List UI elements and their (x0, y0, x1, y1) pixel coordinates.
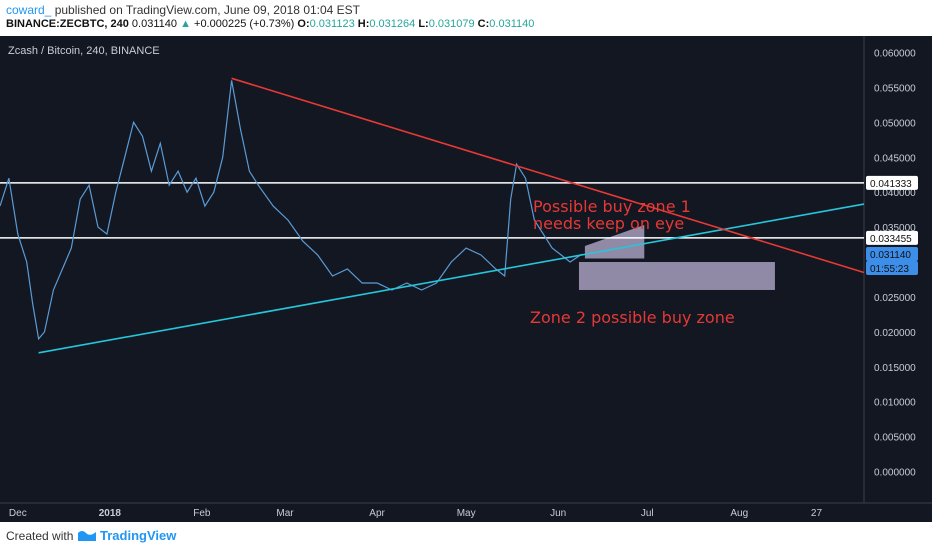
y-tick-label: 0.015000 (874, 363, 916, 374)
open-value: 0.031123 (309, 18, 355, 30)
y-tick-label: 0.025000 (874, 293, 916, 304)
annotation-text: Zone 2 possible buy zone (530, 308, 735, 327)
created-with-text: Created with (6, 529, 74, 543)
y-tick-label: 0.010000 (874, 398, 916, 409)
support-trendline (38, 203, 865, 354)
symbol-label: BINANCE:ZECBTC, 240 (6, 18, 129, 30)
open-label: O: (297, 18, 310, 30)
y-tick-label: 0.000000 (874, 468, 916, 479)
price-series-line (0, 80, 583, 341)
x-tick-label: Feb (193, 508, 211, 519)
x-tick-label: Jun (550, 508, 566, 519)
annotation-text: Possible buy zone 1 (533, 197, 691, 216)
x-tick-label: May (457, 508, 476, 519)
close-value: 0.031140 (489, 18, 535, 30)
author-link[interactable]: coward_ (6, 3, 52, 17)
countdown-label-bg (866, 261, 918, 276)
price-change: +0.000225 (+0.73%) (194, 18, 295, 30)
footer: Created with TradingView (0, 522, 932, 550)
x-tick-label: Aug (730, 508, 748, 519)
price-axis-label: 0.033455 (870, 234, 912, 245)
price-axis-label-bg (866, 247, 918, 262)
last-price: 0.031140 (131, 18, 177, 30)
tradingview-logo[interactable]: TradingView (78, 528, 176, 543)
high-label: H: (357, 18, 370, 30)
resistance-trendline (231, 77, 865, 274)
countdown-label: 01:55:23 (870, 264, 909, 275)
ohlc-line: BINANCE:ZECBTC, 240 0.031140 ▲ +0.000225… (6, 18, 534, 30)
buy-zone-2 (578, 262, 775, 290)
up-arrow-icon: ▲ (180, 18, 191, 30)
chart-area[interactable]: 0.060000 0.055000 0.050000 0.045000 0.040000… (0, 36, 932, 522)
low-label: L: (418, 18, 429, 30)
x-tick-label: Apr (369, 508, 385, 519)
x-tick-label: Dec (9, 508, 27, 519)
x-tick-label: 27 (811, 508, 823, 519)
y-tick-label: 0.045000 (874, 153, 916, 164)
x-tick-label: 2018 (99, 508, 122, 519)
y-tick-label: 0.040000 (874, 188, 916, 199)
low-value: 0.031079 (428, 18, 475, 30)
close-label: C: (477, 18, 490, 30)
y-tick-label: 0.060000 (874, 48, 916, 59)
x-tick-label: Mar (276, 508, 294, 519)
chart-background (0, 36, 932, 522)
high-value: 0.031264 (369, 18, 416, 30)
tradingview-icon (78, 531, 96, 541)
tradingview-brand: TradingView (100, 528, 177, 543)
y-tick-label: 0.055000 (874, 83, 916, 94)
x-tick-label: Jul (641, 508, 654, 519)
y-tick-label: 0.005000 (874, 433, 916, 444)
published-text: published on TradingView.com, June 09, 2… (51, 3, 361, 17)
price-axis-label-bg (866, 230, 918, 245)
publish-line: coward_ published on TradingView.com, Ju… (6, 3, 360, 17)
price-axis-label: 0.031140 (870, 250, 911, 261)
chart-title: Zcash / Bitcoin, 240, BINANCE (8, 45, 160, 57)
header: coward_ published on TradingView.com, Ju… (0, 0, 932, 36)
y-tick-label: 0.050000 (874, 118, 916, 129)
annotation-text: needs keep on eye (533, 214, 684, 233)
price-axis-label-bg (866, 175, 918, 190)
price-axis-label: 0.041333 (870, 179, 912, 190)
y-tick-label: 0.035000 (874, 223, 916, 234)
buy-zone-1 (584, 225, 645, 259)
price-chart[interactable]: 0.060000 0.055000 0.050000 0.045000 0.040000… (0, 36, 932, 522)
y-tick-label: 0.020000 (874, 328, 916, 339)
